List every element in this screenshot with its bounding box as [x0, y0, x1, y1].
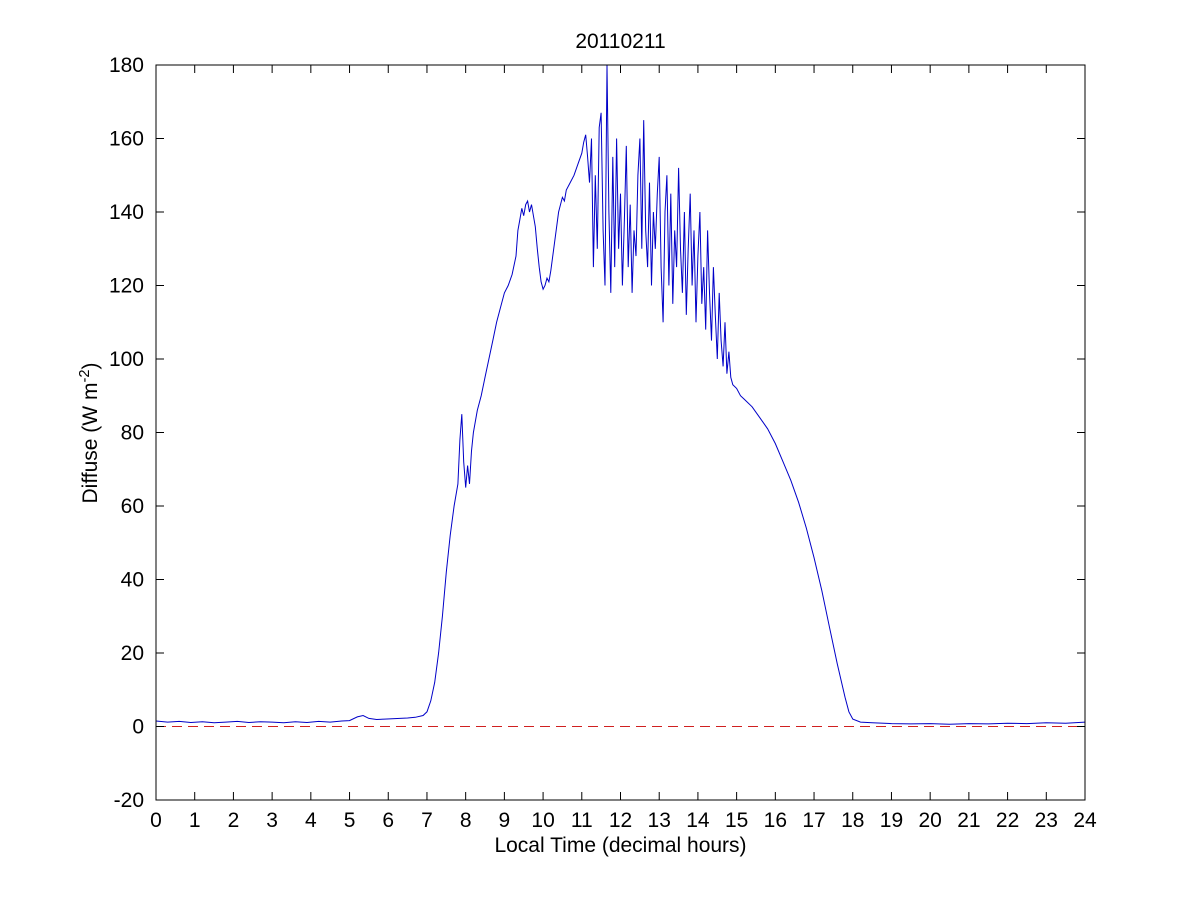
y-tick-label: 140: [109, 201, 144, 224]
x-tick-label: 24: [1073, 809, 1097, 832]
x-tick-label: 22: [996, 809, 1019, 832]
x-tick-label: 23: [1035, 809, 1058, 832]
x-tick-label: 4: [305, 809, 317, 832]
x-tick-label: 12: [609, 809, 632, 832]
chart-title: 20110211: [575, 30, 666, 53]
x-tick-label: 15: [725, 809, 748, 832]
y-tick-label: 40: [121, 569, 144, 592]
x-tick-label: 2: [228, 809, 240, 832]
y-axis-label-suffix: ): [79, 362, 102, 370]
y-tick-label: 60: [121, 495, 144, 518]
x-tick-label: 17: [802, 809, 825, 832]
y-tick-label: 180: [109, 54, 144, 77]
x-tick-label: 6: [382, 809, 394, 832]
x-tick-label: 10: [531, 809, 554, 832]
x-tick-label: 14: [686, 809, 710, 832]
x-tick-label: 20: [918, 809, 941, 832]
x-tick-label: 16: [764, 809, 787, 832]
y-axis-label: Diffuse (W m-2): [77, 362, 103, 503]
x-tick-label: 19: [880, 809, 903, 832]
y-tick-label: 80: [121, 422, 144, 445]
diffuse-series-line: [155, 64, 1086, 725]
y-axis-label-text: Diffuse (W m: [79, 382, 102, 504]
x-tick-label: 0: [150, 809, 162, 832]
y-tick-label: 100: [109, 348, 144, 371]
x-tick-label: 8: [460, 809, 472, 832]
x-tick-label: 13: [648, 809, 671, 832]
x-tick-label: 1: [189, 809, 201, 832]
y-tick-label: 0: [132, 716, 144, 739]
y-tick-label: 160: [109, 128, 144, 151]
y-tick-label: 120: [109, 275, 144, 298]
x-tick-label: 18: [841, 809, 864, 832]
x-tick-label: 5: [344, 809, 356, 832]
x-tick-label: 7: [421, 809, 433, 832]
x-axis-label: Local Time (decimal hours): [494, 834, 747, 857]
y-tick-label: 20: [121, 642, 144, 665]
axes-box: [155, 64, 1086, 801]
y-axis-label-superscript: -2: [77, 369, 93, 383]
x-tick-label: 11: [571, 809, 593, 832]
x-tick-label: 3: [266, 809, 278, 832]
y-tick-label: -20: [114, 789, 144, 812]
x-tick-label: 9: [499, 809, 511, 832]
x-tick-label: 21: [957, 809, 980, 832]
